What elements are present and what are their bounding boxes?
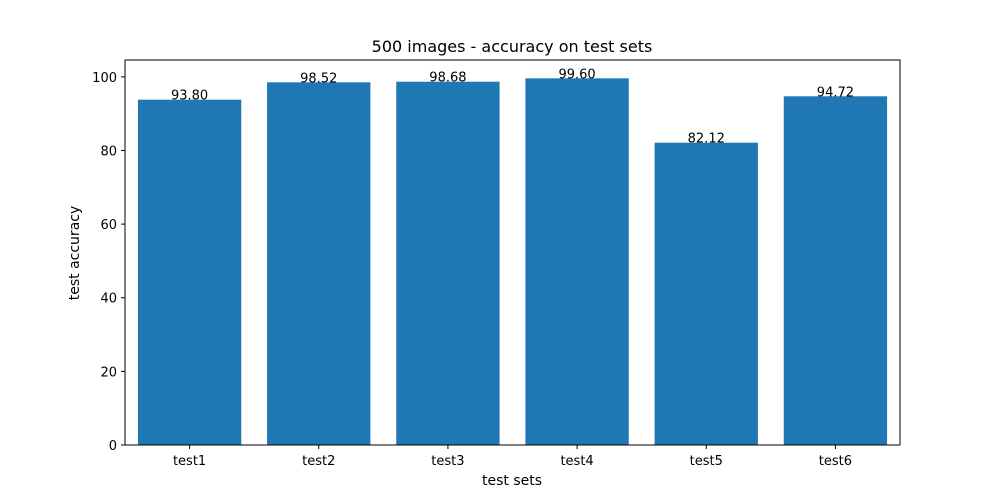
- data-label-test1: 93.80: [171, 89, 208, 104]
- y-axis-label: test accuracy: [67, 206, 83, 301]
- bar-test2: [267, 82, 371, 445]
- x-tick-label-test3: test3: [431, 454, 464, 469]
- bar-test5: [654, 142, 758, 445]
- x-tick-label-test4: test4: [560, 454, 593, 469]
- y-tick-label-100: 100: [92, 71, 117, 86]
- data-labels-group: 93.80 98.52 98.68 99.60 82.12 94.72: [171, 67, 854, 146]
- x-tick-label-test2: test2: [302, 454, 335, 469]
- bar-test3: [396, 81, 500, 445]
- x-axis-label: test sets: [482, 473, 542, 489]
- x-axis-ticks: test1 test2 test3 test4 test5 test6: [173, 445, 852, 469]
- chart-title: 500 images - accuracy on test sets: [372, 37, 653, 56]
- x-tick-label-test6: test6: [819, 454, 852, 469]
- y-tick-label-20: 20: [100, 365, 117, 380]
- y-tick-label-60: 60: [100, 218, 117, 233]
- x-tick-label-test5: test5: [690, 454, 723, 469]
- data-label-test6: 94.72: [817, 85, 854, 100]
- plot-frame: [124, 59, 901, 446]
- bar-test6: [783, 96, 888, 446]
- data-label-test2: 98.52: [300, 71, 337, 86]
- data-label-test3: 98.68: [429, 71, 466, 86]
- y-axis-ticks: 0 20 40 60 80 100: [92, 71, 125, 454]
- data-label-test4: 99.60: [558, 67, 595, 82]
- bars-group: [137, 78, 888, 446]
- y-tick-label-0: 0: [109, 439, 117, 454]
- y-tick-label-40: 40: [100, 292, 117, 307]
- data-label-test5: 82.12: [688, 132, 725, 147]
- y-tick-label-80: 80: [100, 144, 117, 159]
- bar-test4: [525, 78, 629, 445]
- bar-test1: [137, 99, 242, 445]
- x-tick-label-test1: test1: [173, 454, 206, 469]
